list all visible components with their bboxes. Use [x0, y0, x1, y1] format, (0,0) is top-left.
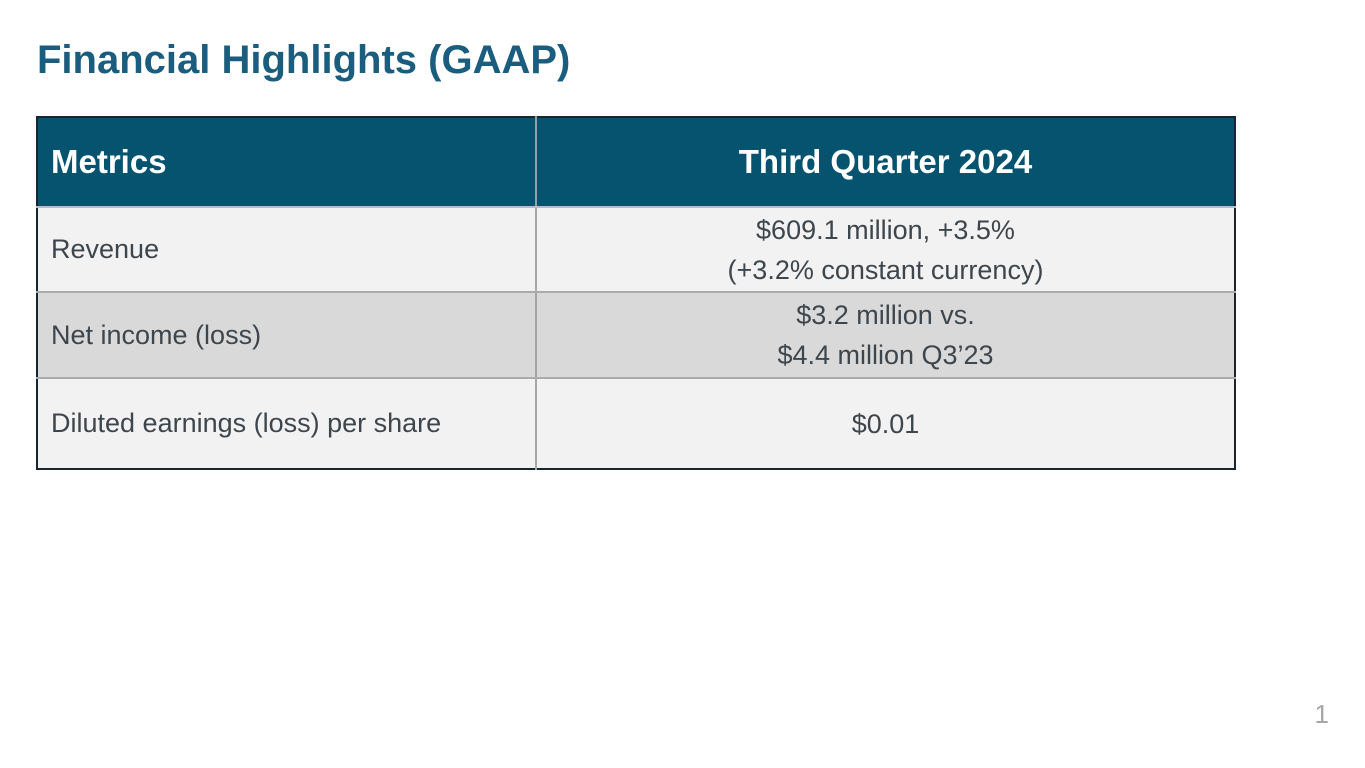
value-line: (+3.2% constant currency) [727, 254, 1044, 285]
metric-value-diluted-eps: $0.01 [536, 378, 1235, 469]
financial-highlights-table: Metrics Third Quarter 2024 Revenue $609.… [36, 116, 1236, 470]
metric-label-diluted-eps: Diluted earnings (loss) per share [37, 378, 537, 469]
metric-value-net-income: $3.2 million vs. $4.4 million Q3’23 [536, 292, 1235, 379]
metric-value-revenue: $609.1 million, +3.5% (+3.2% constant cu… [536, 207, 1235, 293]
column-header-third-quarter-2024: Third Quarter 2024 [536, 117, 1235, 208]
page-number: 1 [1314, 699, 1329, 729]
table-row-diluted-eps: Diluted earnings (loss) per share $0.01 [37, 378, 1235, 469]
table-row-net-income: Net income (loss) $3.2 million vs. $4.4 … [37, 292, 1235, 379]
value-line: $3.2 million vs. [796, 300, 975, 330]
value-line: $4.4 million Q3’23 [777, 340, 994, 370]
column-header-metrics: Metrics [37, 117, 537, 208]
value-line: $609.1 million, +3.5% [756, 214, 1015, 245]
value-line: $0.01 [851, 408, 920, 439]
table-header-row: Metrics Third Quarter 2024 [37, 117, 1235, 208]
table-row-revenue: Revenue $609.1 million, +3.5% (+3.2% con… [37, 207, 1235, 293]
metric-label-net-income: Net income (loss) [37, 292, 537, 379]
slide-title: Financial Highlights (GAAP) [37, 38, 571, 82]
metric-label-revenue: Revenue [37, 207, 537, 293]
